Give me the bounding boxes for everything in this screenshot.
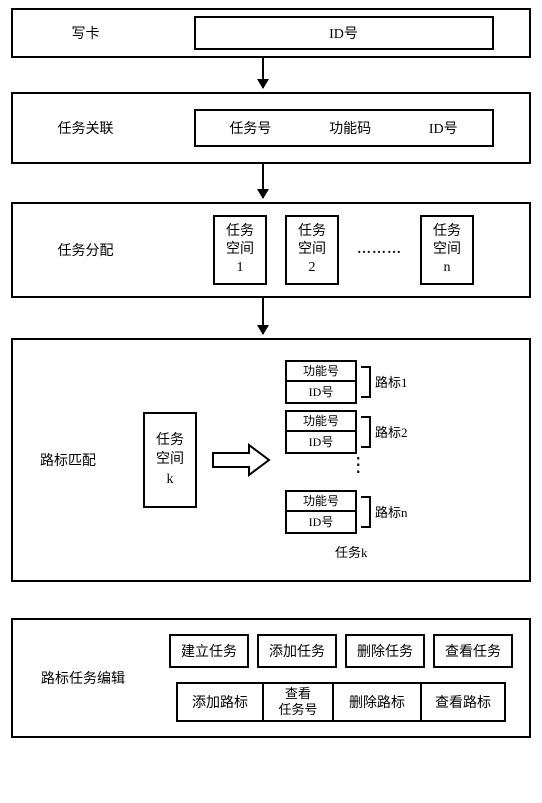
arrow-1 bbox=[262, 58, 264, 88]
btn-view-taskno: 查看 任务号 bbox=[262, 682, 334, 722]
row-signpost-edit: 路标任务编辑 建立任务 添加任务 删除任务 查看任务 添加路标 查看 任务号 删… bbox=[11, 618, 531, 738]
edit-row-2: 添加路标 查看 任务号 删除路标 查看路标 bbox=[176, 682, 506, 722]
field-id2: ID号 bbox=[429, 118, 458, 138]
field-task-no: 任务号 bbox=[229, 118, 271, 138]
signpost-1-box: 功能号 ID号 bbox=[285, 360, 357, 404]
signpost-n-box: 功能号 ID号 bbox=[285, 490, 357, 534]
row-task-alloc: 任务分配 任务 空间 1 任务 空间 2 ……… 任务 空间 n bbox=[11, 202, 531, 298]
signpost-1-label: 路标1 bbox=[375, 372, 408, 391]
signpost-n-label: 路标n bbox=[375, 502, 408, 521]
btn-view-task: 查看任务 bbox=[433, 634, 513, 668]
btn-add-signpost: 添加路标 bbox=[176, 682, 262, 722]
space-2: 任务 空间 2 bbox=[285, 215, 339, 285]
signpost-2-row: 功能号 ID号 路标2 bbox=[285, 410, 408, 454]
arrow-3 bbox=[262, 298, 264, 334]
row-signpost-match: 路标匹配 任务 空间 k 功能号 ID号 路标1 功能号 ID号 bbox=[11, 338, 531, 582]
content-write-card: ID号 bbox=[158, 10, 529, 56]
content-signpost-edit: 建立任务 添加任务 删除任务 查看任务 添加路标 查看 任务号 删除路标 查看路… bbox=[153, 624, 529, 732]
space-n: 任务 空间 n bbox=[420, 215, 474, 285]
sp2-id: ID号 bbox=[285, 432, 357, 454]
btn-add-task: 添加任务 bbox=[257, 634, 337, 668]
edit-row-1: 建立任务 添加任务 删除任务 查看任务 bbox=[169, 634, 513, 668]
row-task-assoc: 任务关联 任务号 功能码 ID号 bbox=[11, 92, 531, 164]
space-k: 任务 空间 k bbox=[143, 412, 197, 508]
signpost-2-label: 路标2 bbox=[375, 422, 408, 441]
bracket-1 bbox=[361, 366, 371, 398]
space-1: 任务 空间 1 bbox=[213, 215, 267, 285]
label-write-card: 写卡 bbox=[13, 23, 158, 43]
sp2-func: 功能号 bbox=[285, 410, 357, 432]
btn-view-signpost: 查看路标 bbox=[420, 682, 506, 722]
vdots-row: ⋮ bbox=[285, 460, 408, 484]
bracket-n bbox=[361, 496, 371, 528]
content-signpost-match: 任务 空间 k 功能号 ID号 路标1 功能号 ID号 路标2 bbox=[123, 354, 529, 567]
sp1-func: 功能号 bbox=[285, 360, 357, 382]
label-task-assoc: 任务关联 bbox=[13, 118, 158, 138]
field-func-code: 功能码 bbox=[329, 118, 371, 138]
dots-spaces: ……… bbox=[357, 242, 402, 258]
label-signpost-edit: 路标任务编辑 bbox=[13, 668, 153, 688]
label-signpost-match: 路标匹配 bbox=[13, 450, 123, 470]
task-k-label: 任务k bbox=[285, 540, 408, 561]
btn-create-task: 建立任务 bbox=[169, 634, 249, 668]
content-task-assoc: 任务号 功能码 ID号 bbox=[158, 103, 529, 153]
content-task-alloc: 任务 空间 1 任务 空间 2 ……… 任务 空间 n bbox=[158, 209, 529, 291]
arrow-2 bbox=[262, 164, 264, 198]
label-task-alloc: 任务分配 bbox=[13, 240, 158, 260]
btn-del-signpost: 删除路标 bbox=[334, 682, 420, 722]
field-id: ID号 bbox=[194, 16, 494, 50]
signpost-1-row: 功能号 ID号 路标1 bbox=[285, 360, 408, 404]
bracket-2 bbox=[361, 416, 371, 448]
signpost-stack: 功能号 ID号 路标1 功能号 ID号 路标2 ⋮ 功能号 ID号 bbox=[285, 360, 408, 561]
assoc-fields-box: 任务号 功能码 ID号 bbox=[194, 109, 494, 147]
sp1-id: ID号 bbox=[285, 382, 357, 404]
signpost-2-box: 功能号 ID号 bbox=[285, 410, 357, 454]
arrow-hollow-right bbox=[211, 443, 271, 477]
signpost-n-row: 功能号 ID号 路标n bbox=[285, 490, 408, 534]
row-write-card: 写卡 ID号 bbox=[11, 8, 531, 58]
btn-del-task: 删除任务 bbox=[345, 634, 425, 668]
spn-id: ID号 bbox=[285, 512, 357, 534]
spn-func: 功能号 bbox=[285, 490, 357, 512]
